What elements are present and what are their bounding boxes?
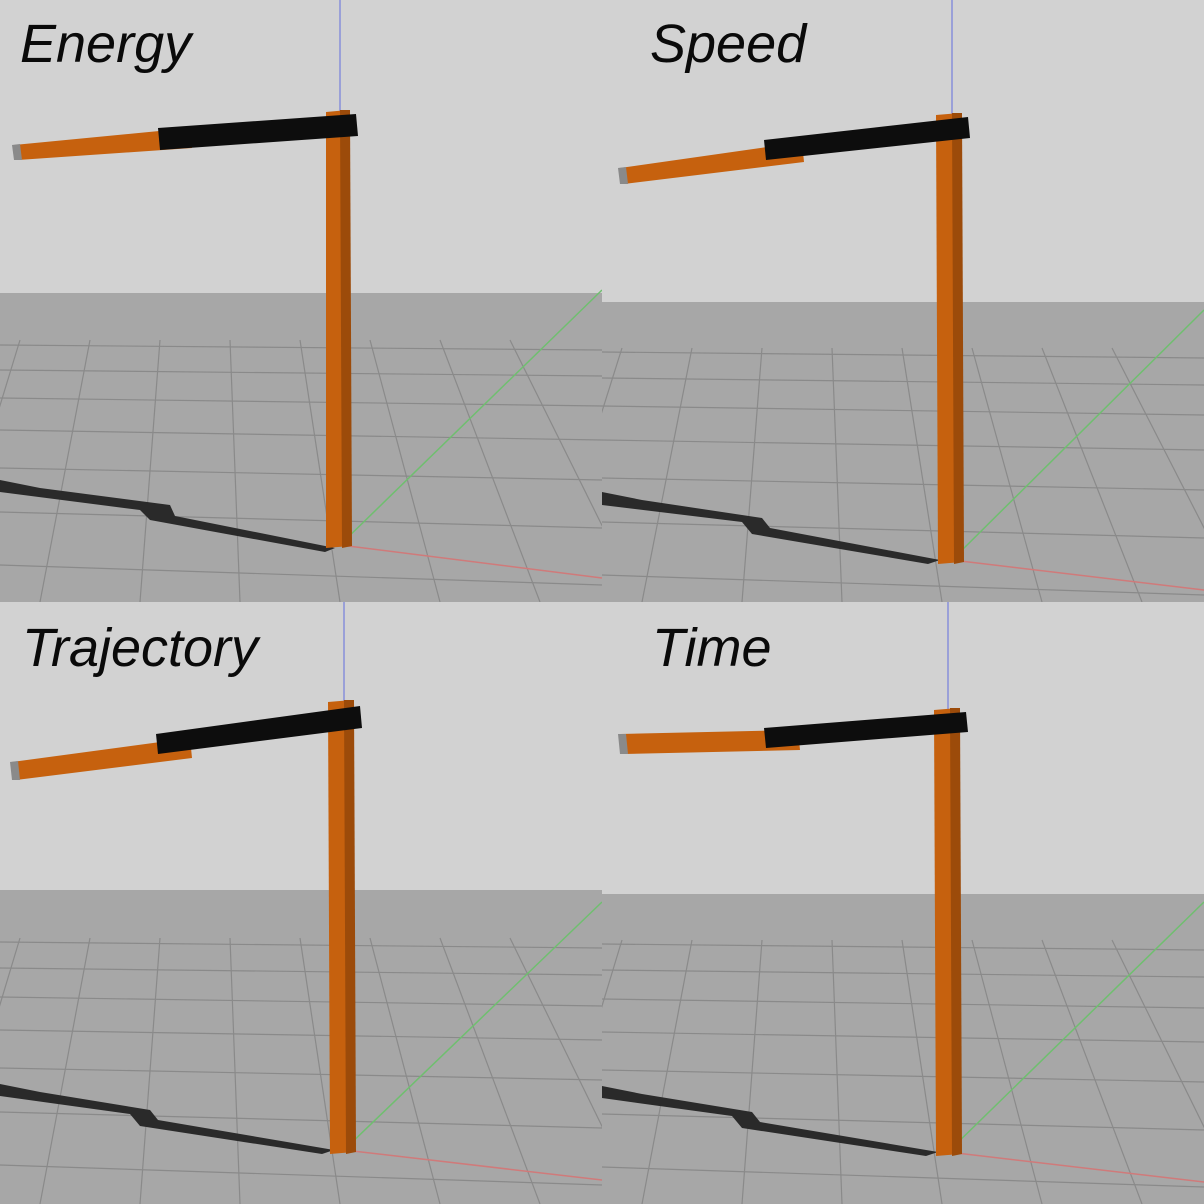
arm-forearm-link [620, 730, 800, 754]
panel-label: Energy [20, 14, 192, 74]
robot-arm-scene [0, 0, 602, 602]
arm-shadow [602, 1086, 938, 1156]
robot-arm-scene [602, 0, 1204, 602]
floor-grid [602, 347, 1204, 602]
robot-arm-scene [602, 602, 1204, 1204]
arm-forearm-link [14, 128, 192, 160]
floor-grid [0, 937, 602, 1204]
floor-grid [602, 939, 1204, 1204]
floor-grid [0, 339, 602, 602]
robot-arm-scene [0, 602, 602, 1204]
y-axis-line [339, 289, 602, 546]
panel-label: Speed [650, 14, 807, 74]
x-axis-line [951, 559, 1204, 591]
panel-label: Time [652, 618, 772, 678]
y-axis-line [947, 901, 1204, 1153]
arm-upper-link [764, 712, 968, 748]
arm-upper-link [158, 114, 358, 150]
arm-upper-link [764, 117, 970, 160]
x-axis-line [947, 1151, 1204, 1183]
arm-shadow [0, 1084, 334, 1154]
arm-shadow [602, 492, 940, 564]
arm-upper-link [156, 706, 362, 754]
arm-shadow [0, 480, 335, 552]
panel-energy: Energy [0, 0, 602, 602]
panel-time: Time [602, 602, 1204, 1204]
arm-forearm-link [12, 738, 192, 780]
panel-trajectory: Trajectory [0, 602, 602, 1204]
arm-forearm-link [620, 142, 804, 184]
panel-label: Trajectory [22, 618, 259, 678]
x-axis-line [343, 1149, 602, 1181]
panel-speed: Speed [602, 0, 1204, 602]
y-axis-line [951, 309, 1204, 561]
x-axis-line [339, 544, 602, 579]
y-axis-line [343, 901, 602, 1151]
